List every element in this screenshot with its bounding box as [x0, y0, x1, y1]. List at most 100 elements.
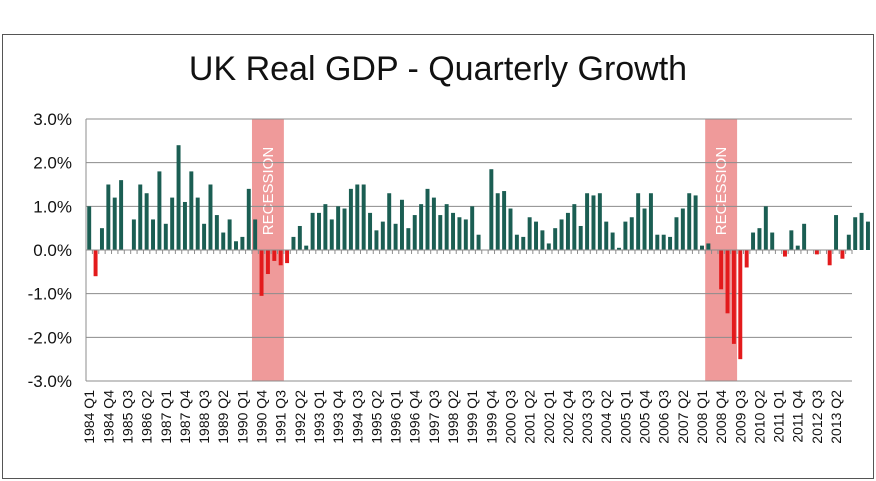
bar	[93, 250, 98, 277]
bar	[240, 236, 245, 250]
x-tick-label: 2010 Q2	[751, 390, 767, 444]
x-tick-label: 1989 Q2	[215, 390, 231, 444]
bar	[138, 184, 143, 250]
bar	[540, 230, 545, 250]
bar	[202, 223, 207, 250]
bar	[751, 232, 756, 250]
bar	[259, 250, 264, 296]
bar	[834, 215, 839, 250]
bar	[604, 221, 609, 250]
x-tick-label: 1995 Q2	[368, 390, 384, 444]
bar	[534, 221, 539, 250]
x-tick-label: 2002 Q1	[541, 390, 557, 444]
bar	[272, 250, 277, 261]
bar	[680, 208, 685, 250]
bar	[629, 217, 634, 250]
bar	[687, 193, 692, 250]
bar	[170, 197, 175, 250]
bar	[265, 250, 270, 275]
bar	[368, 212, 373, 250]
y-tick-label: 2.0%	[33, 154, 72, 173]
bar	[527, 217, 532, 250]
x-tick-label: 1992 Q2	[292, 390, 308, 444]
x-tick-label: 2013 Q2	[828, 390, 844, 444]
bar	[195, 197, 200, 250]
bar	[425, 188, 430, 250]
bar	[470, 206, 475, 250]
bar	[591, 195, 596, 250]
bar	[234, 241, 238, 250]
x-tick-label: 2005 Q1	[617, 390, 633, 444]
bar	[112, 197, 117, 250]
bar	[412, 215, 417, 250]
bar	[176, 145, 181, 250]
recession-label: RECESSION	[713, 147, 730, 235]
bar	[323, 204, 328, 250]
x-tick-label: 2004 Q2	[598, 390, 614, 444]
bar	[553, 228, 558, 250]
bar	[348, 188, 353, 250]
recession-label: RECESSION	[260, 147, 277, 235]
bar	[661, 234, 666, 250]
x-tick-label: 1985 Q3	[119, 390, 135, 444]
bar	[444, 204, 449, 250]
bar	[731, 250, 736, 344]
x-tick-label: 2002 Q4	[560, 390, 576, 444]
chart-title: UK Real GDP - Quarterly Growth	[188, 50, 688, 88]
bar	[789, 230, 794, 250]
bar	[106, 184, 111, 250]
x-tick-label: 1987 Q4	[177, 390, 193, 444]
bar	[157, 171, 162, 250]
bar	[304, 245, 309, 250]
bar	[151, 219, 156, 250]
x-tick-label: 2009 Q3	[732, 390, 748, 444]
bar	[227, 219, 232, 250]
bar	[744, 250, 749, 268]
bar	[87, 206, 92, 250]
bar	[514, 234, 519, 250]
bar	[846, 234, 851, 250]
bar	[163, 223, 168, 250]
bar	[648, 193, 653, 250]
chart-frame	[2, 34, 874, 479]
bar	[770, 232, 775, 250]
x-tick-label: 2011 Q1	[771, 390, 787, 443]
bar	[317, 212, 321, 250]
bar	[623, 221, 628, 250]
bar	[431, 197, 436, 250]
y-tick-label: 3.0%	[33, 110, 72, 129]
x-tick-label: 1987 Q1	[158, 390, 174, 444]
bar	[700, 245, 704, 250]
bar	[463, 219, 468, 250]
x-tick-label: 1991 Q3	[273, 390, 289, 444]
bar	[457, 217, 462, 250]
bar	[393, 223, 398, 250]
bar	[502, 191, 507, 250]
bar	[336, 206, 341, 250]
bar	[572, 204, 577, 250]
bar	[521, 236, 526, 250]
bar	[642, 208, 647, 250]
bar	[406, 228, 411, 250]
bar	[361, 184, 366, 250]
y-tick-label: -3.0%	[28, 372, 72, 391]
bar	[827, 250, 832, 266]
bar	[355, 184, 360, 250]
bar	[208, 184, 213, 250]
bar	[578, 225, 583, 250]
bar	[438, 215, 443, 250]
bar	[655, 234, 660, 250]
bar	[597, 193, 602, 250]
bar	[380, 221, 385, 250]
bar	[399, 199, 404, 250]
x-tick-label: 2003 Q3	[579, 390, 595, 444]
bar	[99, 228, 104, 250]
x-tick-label: 2012 Q3	[809, 390, 825, 444]
bar	[451, 212, 456, 250]
bar	[610, 232, 615, 250]
bar	[508, 208, 513, 250]
x-tick-label: 1993 Q4	[330, 390, 346, 444]
bar	[763, 206, 768, 250]
x-tick-label: 1984 Q1	[81, 390, 97, 444]
x-tick-label: 2011 Q4	[790, 390, 806, 443]
